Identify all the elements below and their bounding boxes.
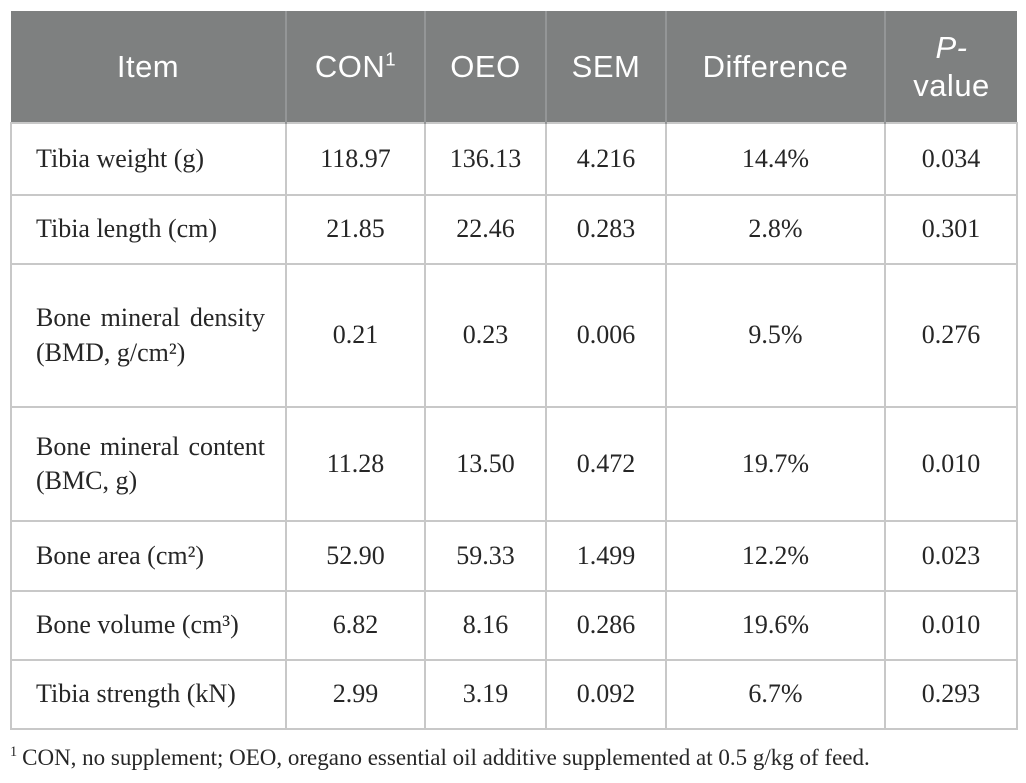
cell-con: 11.28 bbox=[285, 406, 426, 522]
cell-p-value: 0.010 bbox=[884, 590, 1018, 661]
footnote-superscript: 1 bbox=[10, 744, 18, 761]
cell-difference: 9.5% bbox=[665, 263, 886, 408]
table-header-row: Item CON1 OEO SEM Difference P- value bbox=[11, 11, 1017, 123]
cell-oeo: 22.46 bbox=[424, 194, 547, 265]
results-table: Item CON1 OEO SEM Difference P- value bbox=[10, 11, 1018, 730]
cell-p-value: 0.276 bbox=[884, 263, 1018, 408]
table-row: Bone mineral density (BMD, g/cm²) 0.21 0… bbox=[10, 263, 1018, 408]
table-row: Bone area (cm²) 52.90 59.33 1.499 12.2% … bbox=[10, 520, 1018, 592]
cell-item: Tibia weight (g) bbox=[10, 122, 287, 196]
column-header-oeo: OEO bbox=[424, 11, 546, 123]
cell-difference: 19.6% bbox=[665, 590, 886, 661]
cell-con: 21.85 bbox=[285, 194, 426, 265]
column-header-con-label: CON bbox=[314, 48, 386, 84]
cell-p-value: 0.301 bbox=[884, 194, 1018, 265]
cell-p-value: 0.023 bbox=[884, 520, 1018, 592]
column-header-sem: SEM bbox=[545, 11, 666, 123]
column-header-con: CON1 bbox=[285, 11, 425, 123]
column-header-p-line2: value bbox=[913, 67, 990, 103]
cell-con: 2.99 bbox=[285, 659, 426, 730]
cell-difference: 19.7% bbox=[665, 406, 886, 522]
cell-p-value: 0.293 bbox=[884, 659, 1018, 730]
column-header-oeo-label: OEO bbox=[450, 48, 521, 84]
column-header-difference-label: Difference bbox=[702, 48, 849, 84]
cell-oeo: 3.19 bbox=[424, 659, 547, 730]
column-header-item: Item bbox=[11, 11, 286, 123]
cell-sem: 0.472 bbox=[545, 406, 667, 522]
cell-con: 0.21 bbox=[285, 263, 426, 408]
column-header-p-line1: P- bbox=[935, 29, 968, 65]
cell-item: Bone mineral density (BMD, g/cm²) bbox=[10, 263, 287, 408]
cell-item: Tibia length (cm) bbox=[10, 194, 287, 265]
table-body: Tibia weight (g) 118.97 136.13 4.216 14.… bbox=[10, 122, 1018, 730]
cell-difference: 6.7% bbox=[665, 659, 886, 730]
cell-oeo: 13.50 bbox=[424, 406, 547, 522]
table-footnote: 1 CON, no supplement; OEO, oregano essent… bbox=[10, 743, 1016, 773]
cell-con: 118.97 bbox=[285, 122, 426, 196]
column-header-difference: Difference bbox=[665, 11, 885, 123]
cell-item: Bone area (cm²) bbox=[10, 520, 287, 592]
cell-sem: 4.216 bbox=[545, 122, 667, 196]
cell-sem: 0.092 bbox=[545, 659, 667, 730]
cell-oeo: 59.33 bbox=[424, 520, 547, 592]
column-header-p-value: P- value bbox=[884, 11, 1017, 123]
cell-oeo: 136.13 bbox=[424, 122, 547, 196]
cell-item: Bone mineral content (BMC, g) bbox=[10, 406, 287, 522]
table-row: Tibia weight (g) 118.97 136.13 4.216 14.… bbox=[10, 122, 1018, 196]
cell-item: Tibia strength (kN) bbox=[10, 659, 287, 730]
cell-con: 6.82 bbox=[285, 590, 426, 661]
table-row: Tibia strength (kN) 2.99 3.19 0.092 6.7%… bbox=[10, 659, 1018, 730]
cell-sem: 0.286 bbox=[545, 590, 667, 661]
table-row: Bone mineral content (BMC, g) 11.28 13.5… bbox=[10, 406, 1018, 522]
cell-difference: 12.2% bbox=[665, 520, 886, 592]
footnote-text: CON, no supplement; OEO, oregano essenti… bbox=[22, 745, 870, 770]
cell-p-value: 0.010 bbox=[884, 406, 1018, 522]
cell-difference: 2.8% bbox=[665, 194, 886, 265]
cell-difference: 14.4% bbox=[665, 122, 886, 196]
cell-oeo: 8.16 bbox=[424, 590, 547, 661]
cell-item: Bone volume (cm³) bbox=[10, 590, 287, 661]
cell-con: 52.90 bbox=[285, 520, 426, 592]
table-row: Tibia length (cm) 21.85 22.46 0.283 2.8%… bbox=[10, 194, 1018, 265]
table-row: Bone volume (cm³) 6.82 8.16 0.286 19.6% … bbox=[10, 590, 1018, 661]
column-header-item-label: Item bbox=[116, 48, 180, 84]
cell-sem: 0.283 bbox=[545, 194, 667, 265]
column-header-sem-label: SEM bbox=[571, 48, 641, 84]
cell-oeo: 0.23 bbox=[424, 263, 547, 408]
cell-p-value: 0.034 bbox=[884, 122, 1018, 196]
cell-sem: 0.006 bbox=[545, 263, 667, 408]
con-superscript: 1 bbox=[385, 48, 397, 70]
cell-sem: 1.499 bbox=[545, 520, 667, 592]
